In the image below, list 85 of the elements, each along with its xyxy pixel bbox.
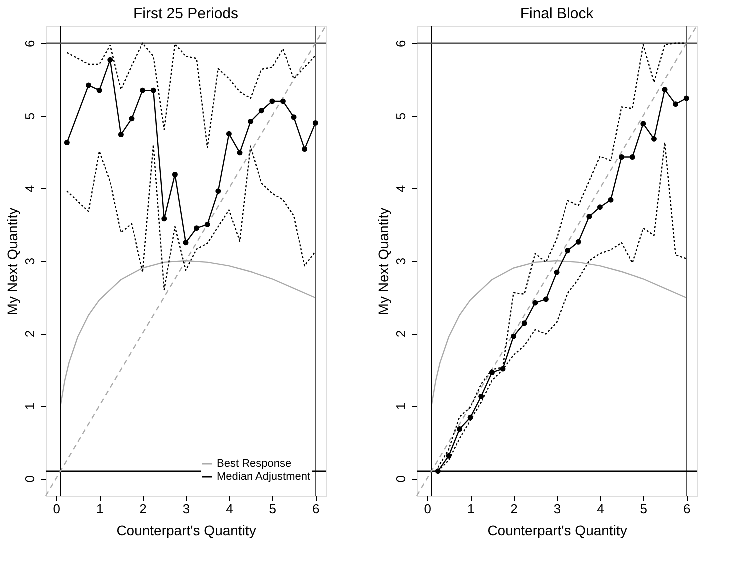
y-tick-label: 6 [22,40,38,48]
point [291,114,297,120]
point [522,320,528,326]
x-tick-label: 0 [424,502,432,516]
point [489,370,495,376]
y-tick-label: 0 [394,475,408,483]
x-tick-label: 4 [597,502,604,516]
y-tick-label: 5 [394,112,408,120]
point [270,98,276,104]
point [651,136,657,142]
point [532,300,538,306]
point [118,132,124,138]
y-axis-title: My Next Quantity [4,208,20,316]
x-tick-label: 3 [554,502,562,516]
point [673,102,679,108]
x-tick-label: 5 [640,502,648,516]
y-tick-label: 2 [394,330,408,338]
point [640,121,646,127]
point [280,98,286,104]
point [194,226,200,232]
point [162,216,168,222]
x-tick-label: 2 [140,502,147,516]
y-tick-label: 4 [22,185,38,193]
y-axis-title: My Next Quantity [376,208,392,316]
y-tick-label: 3 [394,258,408,266]
point [183,240,189,246]
x-tick-label: 5 [269,502,277,516]
point [446,453,452,459]
point [478,394,484,400]
point [511,334,517,340]
chart-title: First 25 Periods [133,5,239,22]
point [662,87,668,93]
point [619,154,625,160]
point [226,131,232,137]
point [302,146,308,152]
point [150,88,156,94]
point [576,239,582,245]
point [630,154,636,160]
y-tick-label: 2 [22,330,38,338]
x-tick-label: 1 [467,502,475,516]
point [258,108,264,114]
point [129,116,135,122]
x-tick-label: 2 [510,502,518,516]
legend-label: Best Response [217,458,292,470]
x-axis-title: Counterpart's Quantity [488,522,628,538]
point [172,172,178,178]
point [586,214,592,220]
line-series [66,42,316,148]
line-series [66,144,316,291]
point [312,120,318,126]
y-tick-label: 5 [22,112,38,120]
point [500,366,506,372]
x-tick-label: 6 [684,502,691,516]
point [64,140,70,146]
point [468,414,474,420]
x-tick-label: 3 [182,502,190,516]
point [140,88,146,94]
point [565,248,571,254]
y-tick-label: 1 [394,402,408,410]
y-tick-label: 1 [22,402,38,410]
y-tick-label: 3 [22,258,38,266]
point [684,96,690,102]
point [237,150,243,156]
point [543,296,549,302]
chart-title: Final Block [520,5,594,22]
point [597,204,603,210]
point [108,57,114,63]
x-tick-label: 1 [96,502,104,516]
point [248,119,254,124]
y-tick-label: 0 [22,475,38,483]
point [86,82,92,88]
y-tick-label: 4 [394,185,408,193]
point [204,222,210,228]
legend-label: Median Adjustment [217,471,311,483]
y-tick-label: 6 [394,40,408,48]
x-tick-label: 6 [312,502,320,516]
point [457,426,463,432]
x-tick-label: 0 [53,502,60,516]
x-axis-title: Counterpart's Quantity [116,522,256,538]
x-tick-label: 4 [226,502,234,516]
point [554,270,560,276]
point [608,197,614,203]
point [435,468,441,474]
point [96,88,102,94]
point [216,188,222,194]
